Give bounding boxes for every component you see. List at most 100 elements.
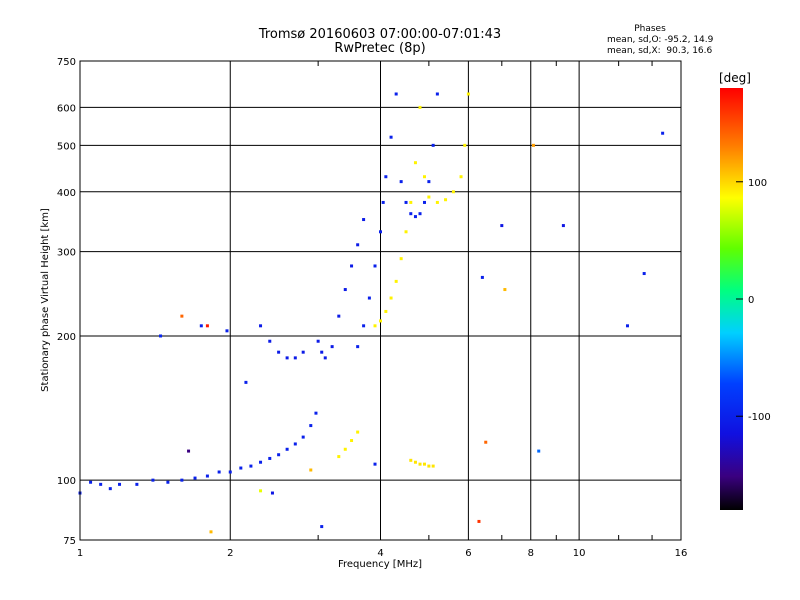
data-point xyxy=(431,143,435,147)
data-point xyxy=(431,464,435,468)
data-point xyxy=(239,466,243,470)
phase-info-x-mode: mean, sd,X: 90.3, 16.6 xyxy=(607,46,713,56)
data-point xyxy=(217,470,221,474)
data-point xyxy=(367,296,371,300)
data-point xyxy=(309,424,313,428)
data-point xyxy=(268,339,272,343)
data-point xyxy=(199,324,203,328)
data-point xyxy=(356,430,360,434)
data-point xyxy=(394,92,398,96)
colorbar-tick-label: -100 xyxy=(748,412,771,423)
data-point xyxy=(225,329,229,333)
data-point xyxy=(99,482,103,486)
ticks-layer: 1 2 4 6 8 10 16 75 100 200 300 400 500 600 750 xyxy=(57,57,687,559)
data-point xyxy=(314,411,318,415)
data-point xyxy=(373,264,377,268)
data-point xyxy=(89,480,93,484)
data-point xyxy=(413,460,417,464)
colorbar-tick-label: 0 xyxy=(748,295,754,306)
data-point xyxy=(480,275,484,279)
grid-layer xyxy=(80,61,681,540)
phase-info-header: Phases xyxy=(634,24,666,34)
data-point xyxy=(259,324,263,328)
y-tick-label: 100 xyxy=(57,476,76,487)
data-point xyxy=(209,530,213,534)
data-point xyxy=(301,350,305,354)
data-point xyxy=(503,288,507,292)
data-point xyxy=(356,345,360,349)
data-point xyxy=(422,175,426,179)
data-point xyxy=(463,143,467,147)
data-point xyxy=(293,442,297,446)
data-point xyxy=(316,339,320,343)
data-point xyxy=(418,462,422,466)
data-point xyxy=(404,230,408,234)
data-point xyxy=(180,478,184,482)
colorbar-label: [deg] xyxy=(719,71,751,85)
y-tick-label: 300 xyxy=(57,248,76,259)
y-tick-label: 400 xyxy=(57,188,76,199)
data-point xyxy=(323,356,327,360)
y-axis-label: Stationary phase Virtual Height [km] xyxy=(40,208,51,392)
data-point xyxy=(249,464,253,468)
data-point xyxy=(205,474,209,478)
x-tick-label: 4 xyxy=(377,548,383,559)
data-point xyxy=(159,334,163,338)
data-point xyxy=(180,314,184,318)
data-point xyxy=(379,319,382,323)
data-point xyxy=(362,218,366,222)
data-point xyxy=(409,200,413,204)
data-point xyxy=(118,482,122,486)
data-point xyxy=(193,476,197,480)
x-tick-label: 8 xyxy=(528,548,534,559)
data-point xyxy=(399,180,403,184)
data-point xyxy=(228,470,232,474)
data-point xyxy=(537,449,541,453)
x-tick-label: 6 xyxy=(465,548,471,559)
data-point xyxy=(389,135,393,139)
data-point xyxy=(301,435,305,439)
data-point xyxy=(500,224,504,228)
chart-subtitle: RwPretec (8p) xyxy=(334,41,425,56)
data-point xyxy=(427,195,431,199)
data-point xyxy=(277,350,281,354)
plot-frame xyxy=(79,60,682,541)
data-point xyxy=(477,519,481,523)
data-point xyxy=(561,224,565,228)
y-tick-label: 600 xyxy=(57,103,76,114)
data-point xyxy=(187,449,191,453)
y-tick-label: 750 xyxy=(57,57,76,68)
data-point xyxy=(135,482,139,486)
colorbar xyxy=(720,88,743,510)
data-point xyxy=(151,478,155,482)
data-point xyxy=(435,92,439,96)
data-point xyxy=(413,215,417,219)
data-point xyxy=(435,200,439,204)
data-point xyxy=(320,350,324,354)
points-layer xyxy=(78,92,665,534)
data-point xyxy=(293,356,297,360)
data-point xyxy=(350,439,354,443)
data-point xyxy=(625,324,629,328)
data-point xyxy=(108,487,112,491)
data-point xyxy=(427,464,431,468)
data-point xyxy=(259,460,263,464)
data-point xyxy=(389,296,393,300)
data-point xyxy=(642,272,646,276)
data-point xyxy=(343,288,347,292)
data-point xyxy=(343,447,347,451)
x-tick-label: 2 xyxy=(227,548,233,559)
x-tick-label: 1 xyxy=(77,548,83,559)
data-point xyxy=(459,175,463,179)
x-tick-label: 16 xyxy=(675,548,688,559)
y-tick-label: 75 xyxy=(63,536,76,547)
data-point xyxy=(418,105,422,109)
data-point xyxy=(451,190,455,194)
data-point xyxy=(373,462,377,466)
data-point xyxy=(484,440,488,444)
data-point xyxy=(337,455,341,459)
data-point xyxy=(373,324,377,328)
data-point xyxy=(330,345,334,349)
data-point xyxy=(409,212,413,216)
